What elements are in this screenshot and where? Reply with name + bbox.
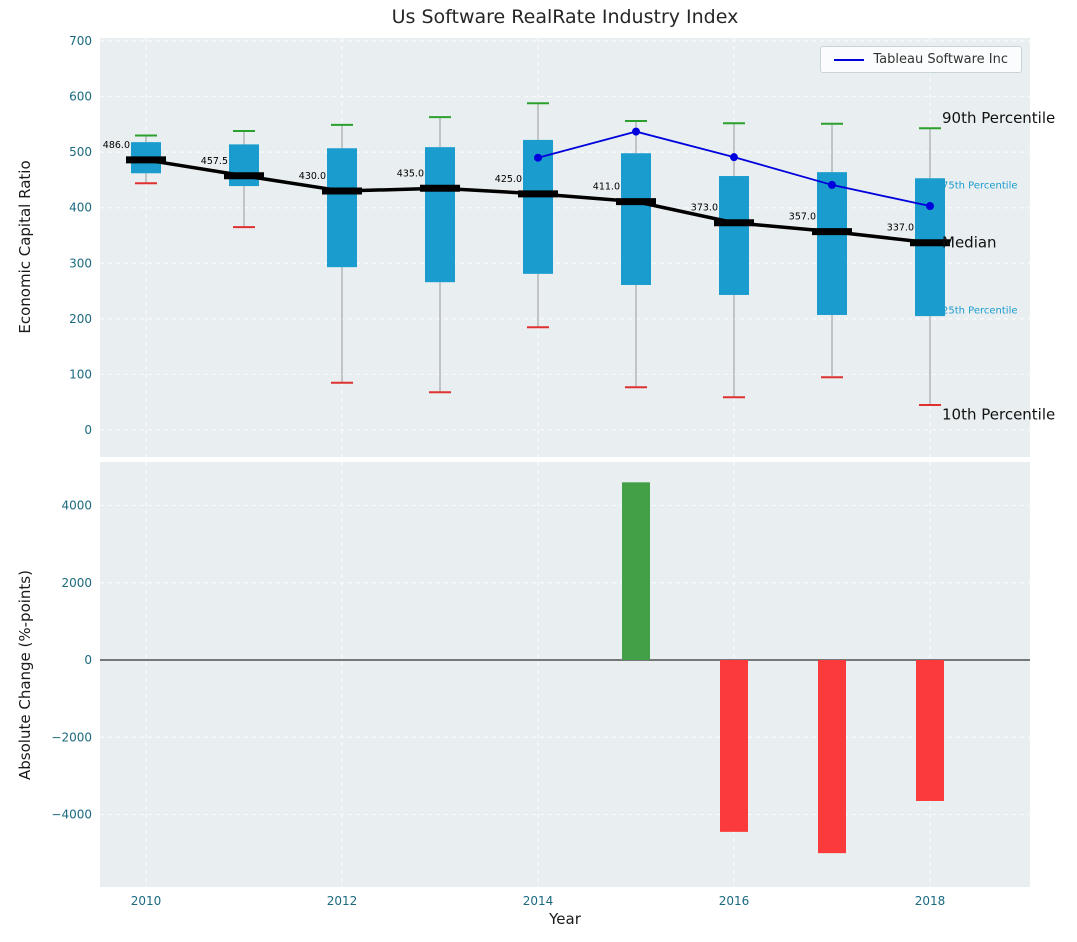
tableau-marker [632,127,640,136]
median-value-label: 411.0 [593,182,620,193]
y-tick-label: 700 [69,34,92,48]
iqr-box [523,139,553,274]
tableau-marker [828,180,836,189]
legend-label: Tableau Software Inc [873,52,1008,67]
x-tick-label: 2018 [915,894,946,908]
percentile-annotation: Median [942,234,997,252]
legend-line-swatch-icon [834,58,865,61]
iqr-box [817,172,847,315]
tableau-marker [534,153,542,162]
iqr-box [621,153,651,285]
y-axis-label-top: Economic Capital Ratio [16,160,34,334]
y-tick-label: −4000 [51,808,92,822]
y-tick-label: 0 [84,423,92,437]
iqr-box [719,176,749,295]
change-bar [720,660,748,832]
median-value-label: 430.0 [299,171,326,182]
change-bar [818,660,846,854]
change-bar [622,482,650,660]
y-tick-label: 100 [69,367,92,381]
median-value-label: 486.0 [103,140,130,151]
y-tick-label: 600 [69,90,92,104]
change-bar [916,660,944,801]
iqr-box [425,147,455,283]
plot-background-top [100,38,1030,457]
median-value-label: 457.5 [201,156,228,167]
x-tick-label: 2010 [131,894,162,908]
iqr-box [327,148,357,268]
percentile-annotation: 25th Percentile [942,305,1018,316]
percentile-annotation: 10th Percentile [942,405,1055,423]
y-tick-label: −2000 [51,730,92,744]
y-tick-label: 400 [69,201,92,215]
iqr-box [915,178,945,317]
y-tick-label: 500 [69,145,92,159]
y-axis-label-bottom: Absolute Change (%-points) [16,570,34,780]
median-value-label: 337.0 [887,223,914,234]
y-tick-label: 300 [69,256,92,270]
tableau-marker [926,202,934,211]
iqr-box [229,144,259,187]
x-tick-label: 2014 [523,894,554,908]
tableau-marker [730,153,738,162]
x-tick-label: 2012 [327,894,358,908]
median-value-label: 357.0 [789,212,816,223]
x-tick-label: 2016 [719,894,750,908]
median-value-label: 425.0 [495,174,522,185]
median-value-label: 373.0 [691,203,718,214]
plot-background-bottom [100,462,1030,887]
percentile-annotation: 75th Percentile [942,180,1018,191]
legend: Tableau Software Inc [820,46,1022,73]
y-tick-label: 4000 [61,499,92,513]
percentile-annotation: 90th Percentile [942,109,1055,127]
median-value-label: 435.0 [397,168,424,179]
y-tick-label: 200 [69,312,92,326]
chart-title: Us Software RealRate Industry Index [391,6,739,28]
x-axis-label: Year [549,910,581,928]
y-tick-label: 2000 [61,576,92,590]
y-tick-label: 0 [84,653,92,667]
